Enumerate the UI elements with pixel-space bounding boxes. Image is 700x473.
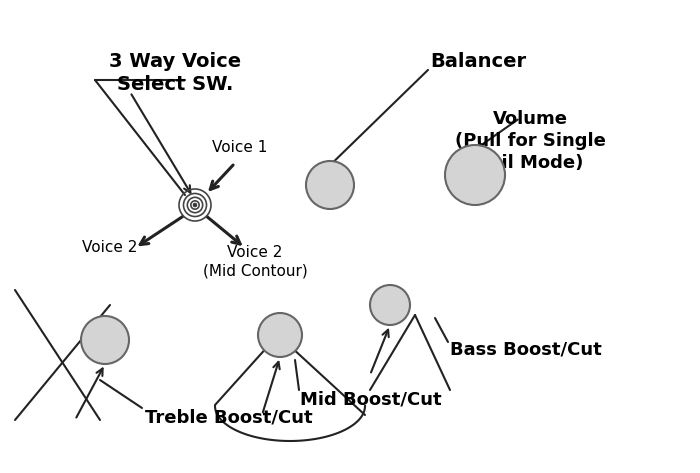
Circle shape — [445, 145, 505, 205]
Circle shape — [81, 316, 129, 364]
Text: Voice 2: Voice 2 — [83, 240, 138, 255]
Text: Bass Boost/Cut: Bass Boost/Cut — [450, 340, 602, 358]
Text: Mid Boost/Cut: Mid Boost/Cut — [300, 390, 442, 408]
Text: 3 Way Voice
Select SW.: 3 Way Voice Select SW. — [109, 52, 241, 95]
Text: Volume
(Pull for Single
Coil Mode): Volume (Pull for Single Coil Mode) — [454, 110, 606, 172]
Circle shape — [193, 203, 197, 207]
Circle shape — [306, 161, 354, 209]
Text: Balancer: Balancer — [430, 52, 526, 71]
Text: Voice 2
(Mid Contour): Voice 2 (Mid Contour) — [202, 245, 307, 279]
Text: Voice 1: Voice 1 — [212, 140, 267, 155]
Circle shape — [370, 285, 410, 325]
Text: Treble Boost/Cut: Treble Boost/Cut — [145, 408, 313, 426]
Circle shape — [258, 313, 302, 357]
